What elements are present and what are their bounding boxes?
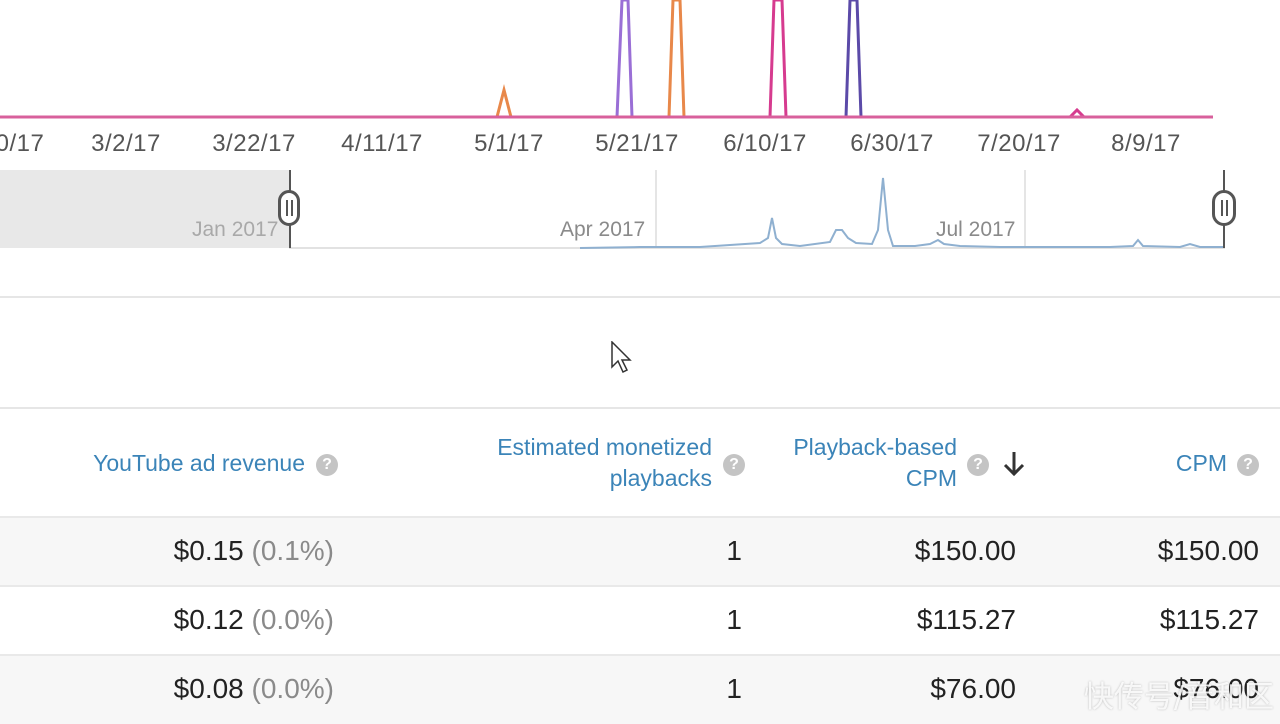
chart-plot	[0, 0, 1213, 119]
revenue-value: $0.12	[173, 604, 244, 635]
x-tick-label: 3/2/17	[91, 130, 161, 157]
revenue-percent: (0.0%)	[251, 673, 334, 704]
playbacks-cell: 1	[726, 673, 742, 704]
mouse-cursor-icon	[611, 341, 632, 374]
revenue-cell: $0.08 (0.0%)	[174, 673, 334, 705]
help-icon[interactable]: ?	[723, 454, 745, 476]
table-row[interactable]: $0.15 (0.1%) 1 $150.00 $150.00	[0, 516, 1280, 586]
navigator-label: Jul 2017	[936, 218, 1016, 241]
x-tick-label: 5/21/17	[595, 130, 679, 157]
header-line: playbacks	[609, 465, 712, 491]
x-tick-label: 4/11/17	[341, 130, 423, 157]
help-icon[interactable]: ?	[1237, 454, 1259, 476]
grip-line	[291, 200, 293, 216]
column-header-cpm[interactable]: CPM	[1175, 450, 1227, 476]
navigator-plot	[0, 170, 1225, 249]
navigator-sparkline	[579, 177, 1225, 249]
x-tick-label: 6/10/17	[723, 130, 807, 157]
column-header-youtube-ad-revenue[interactable]: YouTube ad revenue	[93, 450, 305, 476]
playbacks-cell: 1	[726, 535, 742, 566]
revenue-value: $0.15	[173, 535, 244, 566]
column-header-estimated-monetized-playbacks[interactable]: Estimated monetized playbacks	[430, 432, 712, 494]
spike-orange-small	[495, 84, 513, 118]
grip-line	[1221, 200, 1223, 216]
cpm-cell: $150.00	[1157, 535, 1259, 566]
grip-line	[286, 200, 288, 216]
x-tick-label: 8/9/17	[1111, 130, 1181, 157]
playback-cpm-cell: $150.00	[914, 535, 1016, 566]
spike-small-red	[1068, 107, 1086, 119]
help-icon[interactable]: ?	[316, 454, 338, 476]
section-divider	[0, 407, 1280, 409]
help-icon[interactable]: ?	[967, 454, 989, 476]
spike-magenta	[768, 0, 788, 118]
cpm-cell: $76.00	[1173, 673, 1259, 704]
revenue-line-chart: 0/17 3/2/17 3/22/17 4/11/17 5/1/17 5/21/…	[0, 0, 1280, 168]
x-tick-label: 7/20/17	[977, 130, 1061, 157]
grip-line	[1226, 200, 1228, 216]
revenue-percent: (0.1%)	[251, 535, 334, 566]
spike-indigo	[844, 0, 863, 118]
sort-descending-arrow-icon[interactable]	[1002, 450, 1026, 478]
section-divider	[0, 296, 1280, 298]
playbacks-cell: 1	[726, 604, 742, 635]
revenue-value: $0.08	[173, 673, 244, 704]
x-tick-label: 3/22/17	[212, 130, 296, 157]
playback-cpm-cell: $115.27	[916, 604, 1016, 635]
header-line: CPM	[905, 465, 957, 491]
revenue-cell: $0.15 (0.1%)	[174, 535, 334, 567]
navigator-unselected-mask	[0, 170, 289, 248]
range-start-handle[interactable]	[278, 190, 300, 226]
spike-purple	[615, 0, 634, 118]
table-row[interactable]: $0.12 (0.0%) 1 $115.27 $115.27	[0, 585, 1280, 655]
navigator-label: Jan 2017	[192, 218, 279, 241]
revenue-cell: $0.12 (0.0%)	[174, 604, 334, 636]
date-range-navigator[interactable]	[0, 168, 1280, 258]
revenue-percent: (0.0%)	[251, 604, 334, 635]
spike-orange	[667, 0, 686, 118]
x-tick-label: 6/30/17	[850, 130, 934, 157]
range-end-handle[interactable]	[1212, 190, 1236, 226]
x-tick-label: 0/17	[0, 130, 45, 157]
table-row[interactable]: $0.08 (0.0%) 1 $76.00 $76.00	[0, 654, 1280, 724]
header-line: Playback-based	[793, 434, 957, 460]
watermark-text: 快传号/音和区	[1083, 680, 1274, 715]
playback-cpm-cell: $76.00	[930, 673, 1016, 704]
x-tick-label: 5/1/17	[474, 130, 544, 157]
header-line: Estimated monetized	[497, 434, 712, 460]
navigator-label: Apr 2017	[560, 218, 646, 241]
cpm-cell: $115.27	[1159, 604, 1259, 635]
column-header-playback-based-cpm[interactable]: Playback-based CPM	[740, 432, 957, 494]
